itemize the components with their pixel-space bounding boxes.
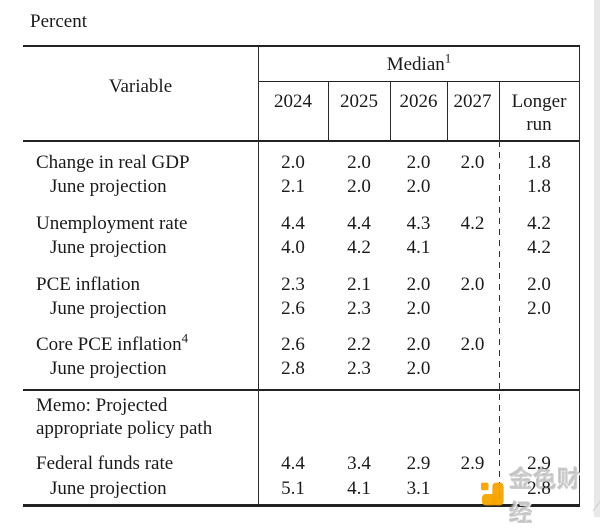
- cell-2026: 3.1: [406, 478, 431, 499]
- cell-2026: 2.0: [406, 176, 431, 197]
- header-bottom-rule: [23, 140, 580, 142]
- watermark: 金色财经: [481, 467, 600, 527]
- cell-2024: 2.1: [281, 176, 305, 197]
- cell-2027: 2.0: [460, 274, 485, 295]
- cell-2026: 2.0: [406, 274, 431, 295]
- cell-2026: 2.0: [406, 334, 431, 355]
- cell-2025: 4.4: [347, 213, 371, 234]
- cell-2026: 2.0: [406, 358, 431, 379]
- year-divider-2026-2027: [447, 81, 448, 141]
- cell-2025: 2.0: [347, 152, 371, 173]
- table-row-gdp-june: June projection 2.1 2.0 2.0 1.8: [0, 175, 600, 199]
- column-header-2024: 2024: [274, 91, 312, 112]
- cell-2027: 2.0: [460, 334, 485, 355]
- row-label: Federal funds rate: [36, 453, 174, 474]
- unit-label: Percent: [30, 11, 87, 32]
- cell-2026: 2.0: [406, 152, 431, 173]
- core-pce-footnote-marker: 4: [181, 330, 189, 346]
- cell-2024: 2.8: [281, 358, 305, 379]
- cell-2026: 4.1: [406, 237, 431, 258]
- table-bottom-rule: [23, 504, 580, 507]
- variable-column-divider: [258, 46, 259, 504]
- cell-longer-run: 4.2: [527, 237, 551, 258]
- column-header-2026: 2026: [399, 91, 438, 112]
- cell-2025: 2.1: [347, 274, 371, 295]
- cell-2025: 2.2: [347, 334, 371, 355]
- cell-2027: 4.2: [460, 213, 485, 234]
- column-header-2025: 2025: [340, 91, 378, 112]
- column-group-header-median: Median1: [386, 50, 452, 75]
- cell-2024: 2.6: [281, 334, 305, 355]
- longer-run-dashed-divider: [499, 141, 500, 504]
- year-divider-2025-2026: [390, 81, 391, 141]
- table-right-rule: [579, 46, 580, 504]
- cell-longer-run: 1.8: [527, 176, 551, 197]
- cell-2024: 5.1: [281, 478, 305, 499]
- cell-longer-run: 2.9: [527, 453, 551, 474]
- table-row-pce-inflation-june: June projection 2.6 2.3 2.0 2.0: [0, 297, 600, 321]
- cell-2024: 2.3: [281, 274, 305, 295]
- table-row-fed-funds-june: June projection 5.1 4.1 3.1 2.8: [0, 477, 600, 501]
- row-label: June projection: [50, 358, 167, 379]
- jinse-logo-icon: [481, 482, 504, 506]
- table-row-unemployment: Unemployment rate 4.4 4.4 4.3 4.2 4.2: [0, 212, 600, 236]
- median-footnote-marker: 1: [444, 50, 452, 66]
- cell-2027: 2.0: [460, 152, 485, 173]
- table-row-memo-line1: Memo: Projected: [0, 394, 600, 418]
- row-label: June projection: [50, 298, 167, 319]
- cell-2025: 4.1: [347, 478, 371, 499]
- row-label: Change in real GDP: [36, 152, 190, 173]
- cell-2026: 4.3: [406, 213, 431, 234]
- cell-longer-run: 4.2: [527, 213, 551, 234]
- cell-2024: 4.4: [281, 213, 305, 234]
- cell-longer-run: 1.8: [527, 152, 551, 173]
- cell-2026: 2.9: [406, 453, 431, 474]
- row-label: Core PCE inflation4: [36, 330, 189, 355]
- cell-2026: 2.0: [406, 298, 431, 319]
- table-row-unemployment-june: June projection 4.0 4.2 4.1 4.2: [0, 236, 600, 260]
- row-label: Unemployment rate: [36, 213, 188, 234]
- cell-2025: 4.2: [347, 237, 371, 258]
- column-header-2027: 2027: [453, 91, 492, 112]
- page-edge-strip: [594, 0, 600, 517]
- cell-2024: 2.6: [281, 298, 305, 319]
- row-label: PCE inflation: [36, 274, 140, 295]
- table-row-fed-funds: Federal funds rate 4.4 3.4 2.9 2.9 2.9: [0, 452, 600, 476]
- cell-2024: 4.4: [281, 453, 305, 474]
- cell-2024: 2.0: [281, 152, 305, 173]
- memo-separator-rule: [23, 389, 580, 391]
- row-label: June projection: [50, 237, 167, 258]
- table-row-memo-line2: appropriate policy path: [0, 417, 600, 441]
- median-underline: [258, 81, 580, 82]
- row-label: June projection: [50, 478, 167, 499]
- cell-longer-run: 2.0: [527, 274, 551, 295]
- row-label: appropriate policy path: [36, 418, 213, 439]
- row-label: Memo: Projected: [36, 395, 168, 416]
- year-divider-2024-2025: [328, 81, 329, 141]
- cell-2025: 2.3: [347, 358, 371, 379]
- column-header-variable: Variable: [108, 76, 173, 97]
- cell-2025: 2.3: [347, 298, 371, 319]
- table-row-pce-inflation: PCE inflation 2.3 2.1 2.0 2.0 2.0: [0, 273, 600, 297]
- cell-2027: 2.9: [460, 453, 485, 474]
- cell-longer-run: 2.8: [527, 478, 551, 499]
- cell-2025: 3.4: [347, 453, 371, 474]
- cell-2024: 4.0: [281, 237, 305, 258]
- column-header-longer-run: Longer run: [511, 91, 567, 135]
- table-row-gdp: Change in real GDP 2.0 2.0 2.0 2.0 1.8: [0, 151, 600, 175]
- cell-2025: 2.0: [347, 176, 371, 197]
- year-divider-2027-longer: [499, 81, 500, 141]
- table-row-core-pce: Core PCE inflation4 2.6 2.2 2.0 2.0: [0, 330, 600, 357]
- table-row-core-pce-june: June projection 2.8 2.3 2.0: [0, 357, 600, 381]
- cell-longer-run: 2.0: [527, 298, 551, 319]
- table-top-rule: [23, 45, 580, 47]
- row-label: June projection: [50, 176, 167, 197]
